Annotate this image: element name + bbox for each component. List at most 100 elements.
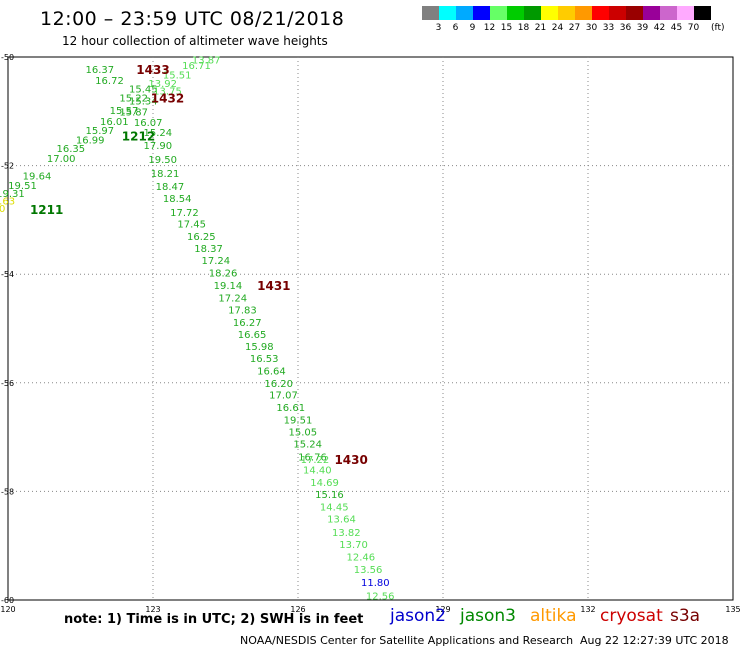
colorbar-label: 21	[534, 23, 547, 33]
data-point-label: 16.71	[182, 61, 211, 72]
colorbar-label: 30	[585, 23, 598, 33]
data-point-label: 16.07	[134, 118, 163, 129]
satellite-jason2: jason2	[390, 606, 446, 626]
y-tick-label: -58	[1, 487, 14, 496]
data-point-label: 12.46	[347, 553, 376, 564]
colorbar-swatch	[694, 6, 711, 20]
data-point-label: 16.01	[100, 117, 129, 128]
data-point-label: 17.24	[218, 294, 247, 305]
data-point-label: 18.26	[209, 269, 238, 280]
data-point-label: 12.56	[366, 592, 395, 603]
data-point-label: 19.14	[214, 281, 243, 292]
colorbar-swatch	[660, 6, 677, 20]
data-point-label: 15.34	[129, 96, 158, 107]
data-point-label: 16.27	[233, 318, 262, 329]
colorbar-label: 33	[602, 23, 615, 33]
data-point-label: 19.64	[23, 171, 52, 182]
colorbar-label: 42	[653, 23, 666, 33]
x-tick-label: 123	[145, 605, 160, 614]
data-point-label: 15.45	[129, 84, 158, 95]
time-label: 1433	[136, 63, 169, 77]
data-point-label: 17.07	[269, 391, 298, 402]
colorbar-swatch	[422, 6, 439, 20]
colorbar-label: 36	[619, 23, 632, 33]
colorbar-label: 15	[500, 23, 513, 33]
satellite-cryosat: cryosat	[600, 606, 663, 626]
colorbar-label: 9	[469, 23, 476, 33]
data-point-label: 19.51	[284, 416, 313, 427]
colorbar-swatch	[541, 6, 558, 20]
data-point-label: 15.98	[245, 342, 274, 353]
data-point-label: 15.51	[163, 70, 192, 81]
x-tick-label: 126	[290, 605, 305, 614]
x-tick-label: 135	[725, 605, 740, 614]
page-title: 12:00 – 23:59 UTC 08/21/2018	[40, 8, 345, 30]
data-point-label: 19.51	[8, 181, 37, 192]
colorbar-swatch	[592, 6, 609, 20]
y-tick-label: -60	[1, 596, 14, 605]
colorbar-swatch	[456, 6, 473, 20]
data-point-label: 16.25	[187, 232, 216, 243]
x-tick-label: 132	[580, 605, 595, 614]
data-point-label: 16.76	[298, 453, 327, 464]
page-subtitle: 12 hour collection of altimeter wave hei…	[62, 34, 328, 48]
data-point-label: 13.75	[153, 87, 182, 98]
colorbar-label: 3	[435, 23, 442, 33]
data-point-label: 13.56	[354, 565, 383, 576]
data-point-label: 19.50	[148, 155, 177, 166]
data-point-label: 16.37	[86, 65, 115, 76]
data-point-label: 15.57	[110, 106, 139, 117]
colorbar-swatch	[626, 6, 643, 20]
data-point-label: 15.24	[293, 440, 322, 451]
time-label: 1212	[122, 130, 155, 144]
plot-frame	[7, 56, 734, 601]
colorbar-swatch	[609, 6, 626, 20]
colorbar-label: 6	[452, 23, 459, 33]
data-point-label: 17.83	[228, 305, 257, 316]
data-point-label: 16.99	[76, 136, 105, 147]
data-point-label: 22.63	[0, 196, 15, 207]
data-point-label: 18.54	[163, 194, 192, 205]
colorbar-label: 24	[551, 23, 564, 33]
data-point-label: 15.22	[119, 94, 148, 105]
data-point-label: 17.72	[170, 208, 199, 219]
data-point-label: 17.24	[202, 256, 231, 267]
satellite-s3a: s3a	[670, 606, 701, 626]
data-point-label: 15.97	[86, 126, 115, 137]
colorbar-label: 39	[636, 23, 649, 33]
data-point-label: 19.31	[0, 189, 25, 200]
colorbar-swatch	[643, 6, 660, 20]
colorbar-swatch	[507, 6, 524, 20]
x-tick-label: 120	[0, 605, 15, 614]
footer-timestamp: Aug 22 12:27:39 UTC 2018	[580, 634, 729, 647]
time-label: 1430	[334, 453, 367, 467]
colorbar-swatch	[439, 6, 456, 20]
data-point-label: 17.00	[47, 154, 76, 165]
data-point-label: 16.64	[257, 366, 286, 377]
data-point-label: 16.35	[57, 144, 86, 155]
y-tick-label: -52	[1, 162, 14, 171]
colorbar-swatch	[473, 6, 490, 20]
footer-note: note: 1) Time is in UTC; 2) SWH is in fe…	[64, 612, 364, 627]
data-point-label: 15.05	[289, 428, 318, 439]
time-label: 1431	[257, 279, 290, 293]
data-point-label: 11.80	[361, 578, 390, 589]
data-point-label: 17.90	[144, 141, 173, 152]
data-point-label: 16.53	[250, 354, 279, 365]
colorbar-swatch	[677, 6, 694, 20]
y-tick-label: -54	[1, 270, 14, 279]
colorbar-unit: (ft)	[711, 23, 725, 33]
data-point-label: 13.82	[332, 528, 361, 539]
data-point-label: 16.72	[95, 76, 124, 87]
data-point-label: 23.20	[0, 204, 5, 215]
y-tick-label: -56	[1, 379, 14, 388]
data-point-label: 18.47	[156, 182, 185, 193]
time-label: 1432	[151, 92, 184, 106]
colorbar-swatch	[524, 6, 541, 20]
colorbar-swatch	[558, 6, 575, 20]
data-point-label: 17.22	[301, 455, 330, 466]
data-point-label: 15.24	[144, 128, 173, 139]
colorbar-label: 18	[517, 23, 530, 33]
data-point-label: 13.92	[148, 79, 177, 90]
